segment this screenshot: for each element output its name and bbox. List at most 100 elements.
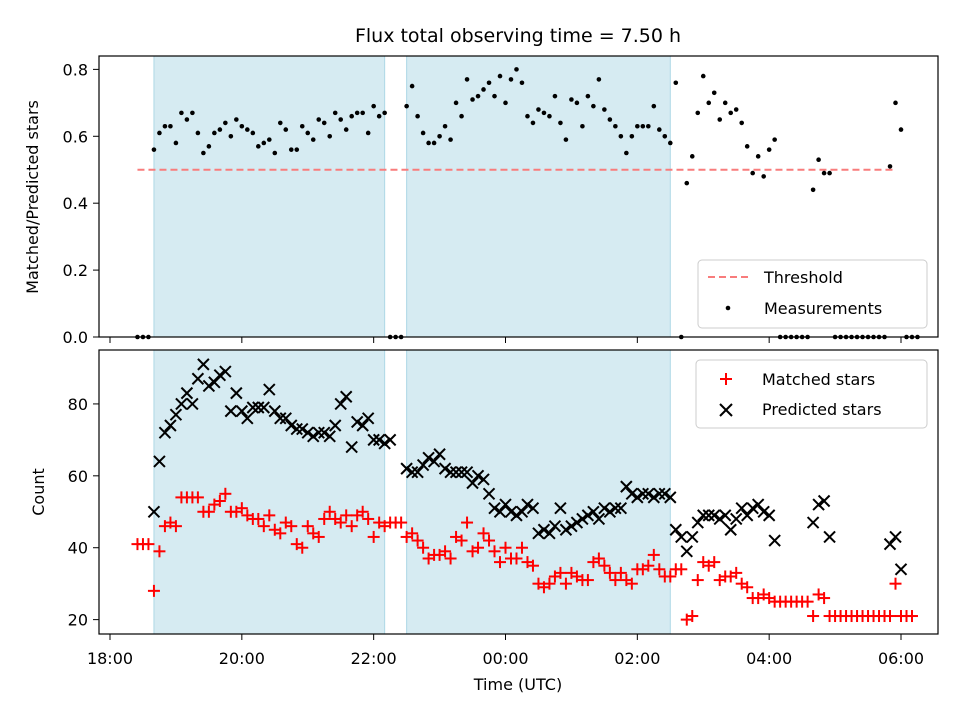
matched-stars-point [488,545,501,558]
measurement-point [184,117,190,122]
matched-stars-point [559,577,572,590]
measurement-point [404,103,409,109]
measurement-point [481,87,486,92]
predicted-stars-point [241,412,254,425]
measurement-point [887,164,893,169]
predicted-stars-point [631,491,644,504]
matched-stars-point [296,541,309,554]
bottom-y-axis-label: Count [29,468,48,516]
predicted-stars-point [548,519,562,533]
measurement-point [706,100,712,106]
matched-stars-point [444,552,457,565]
measurement-point [618,133,624,139]
top-y-tick-label: 0.2 [63,261,88,280]
predicted-stars-point [658,487,672,501]
measurement-point [596,77,602,82]
bottom-panel: 20 40 60 80 18:00 20:00 22:00 00:00 02:00 04:00 0… [29,349,939,694]
predicted-stars-point [422,451,435,465]
predicted-stars-point [356,419,369,432]
matched-stars-point [202,505,215,518]
measurement-point [327,133,333,139]
measurement-point [722,100,728,106]
predicted-stars-point [686,530,699,544]
matched-stars-legend-marker [720,373,732,385]
measurement-point [761,174,766,179]
predicted-stars-point [499,498,512,511]
predicted-stars-point [592,512,606,526]
measurement-point [190,110,195,116]
predicted-stars-point [680,545,693,558]
measurement-point [459,113,464,119]
matched-stars-point [395,516,408,529]
bottom-axes-frame [98,349,939,635]
predicted-stars-point [438,462,452,475]
matched-stars-point [323,505,336,518]
measurement-point [662,133,668,139]
predicted-stars-point [350,415,364,429]
predicted-stars-point [757,505,770,518]
predicted-stars-point [603,505,617,518]
x-tick-label: 02:00 [614,649,660,668]
bottom-legend: Matched stars Predicted stars [695,359,928,429]
measurement-point [558,120,563,126]
predicted-stars-point [894,563,908,576]
predicted-stars-point [477,473,490,486]
bottom-shaded-intervals [153,349,671,635]
measurement-point [563,137,569,142]
predicted-stars-point [669,523,682,536]
predicted-stars-point [620,480,633,493]
matched-stars-point [741,581,754,594]
chart-title: Flux total observing time = 7.50 h [355,25,681,47]
matched-stars-point [362,512,375,525]
predicted-stars-point [323,430,336,443]
measurement-point [711,90,717,96]
predicted-stars-point [559,523,573,536]
measurement-point [810,187,816,193]
measurement-point [486,80,492,86]
measurement-point [288,147,294,152]
top-panel: 0.00.20.40.60.8 Matched/Predicted stars … [23,55,939,347]
measurement-point [299,123,305,129]
top-x-ticks [109,337,902,343]
matched-stars-point [318,512,331,525]
matched-stars-point [543,577,556,590]
predicted-stars-point [740,509,754,522]
bottom-y-tick-label: 20 [68,611,88,630]
matched-stars-point [801,595,814,608]
measurement-point [349,113,354,119]
predicted-stars-point [361,412,375,425]
predicted-stars-legend-marker [719,403,733,417]
predicted-stars-point [762,509,776,522]
predicted-stars-point [730,512,743,526]
predicted-stars-point [197,358,210,371]
measurement-point [310,137,316,142]
predicted-stars-point [823,530,836,544]
bottom-x-ticks: 18:00 20:00 22:00 00:00 02:00 04:00 06:00 [87,634,924,668]
matched-stars-point [235,502,248,515]
matched-stars-point [367,530,380,543]
measurement-point [201,150,206,156]
predicted-stars-point [806,516,820,529]
predicted-stars-point [515,505,529,518]
measurement-point [245,127,250,132]
matched-stars-point [340,509,353,522]
predicted-stars-point [581,509,595,522]
top-legend-frame [697,259,928,329]
measurement-point [157,130,162,136]
predicted-stars-point [889,530,902,544]
predicted-stars-point [543,527,556,540]
predicted-stars-point [647,491,661,504]
top-axes-frame [98,55,939,338]
predicted-stars-point [290,422,303,436]
predicted-stars-point [180,386,194,400]
matched-stars-point [625,577,638,590]
predicted-stars-legend-label: Predicted stars [762,400,882,419]
measurement-point [591,103,596,109]
measurement-point [497,73,503,79]
predicted-stars-point [664,491,677,504]
measurement-point [514,67,519,72]
measurement-point [431,140,437,146]
predicted-stars-point [812,498,825,511]
matched-stars-point [312,530,325,543]
bottom-y-tick-label: 60 [68,467,88,486]
